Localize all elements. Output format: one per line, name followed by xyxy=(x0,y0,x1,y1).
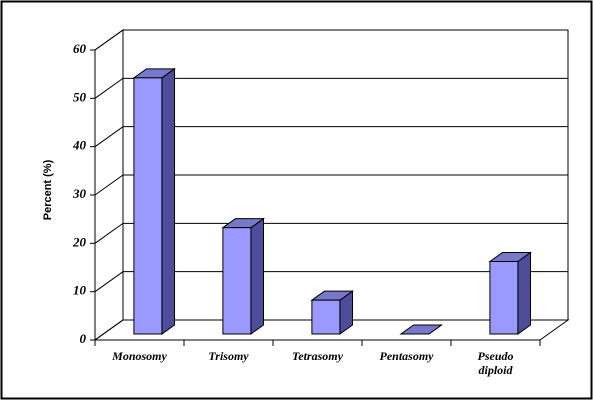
y-tick-label: 0 xyxy=(80,331,87,346)
grid-line xyxy=(94,77,568,99)
grid-line xyxy=(94,174,568,196)
y-tick-label: 50 xyxy=(73,89,87,104)
bar-top xyxy=(399,324,444,335)
grid-line xyxy=(94,319,568,341)
x-tick-label: Trisomy xyxy=(208,349,249,363)
y-tick-label: 20 xyxy=(72,234,87,249)
bar xyxy=(222,227,252,335)
y-tick-label: 40 xyxy=(72,138,87,153)
y-axis-label: Percent (%) xyxy=(42,159,54,220)
bar-side xyxy=(517,251,531,335)
grid-line xyxy=(94,29,568,51)
y-tick-label: 60 xyxy=(73,41,87,56)
x-tick-label: Tetrasomy xyxy=(292,349,343,363)
grid-line xyxy=(94,271,568,293)
grid-line xyxy=(94,222,568,244)
x-tick-label: Pseudo diploid xyxy=(477,349,514,377)
bar-side xyxy=(250,217,264,335)
bar-side xyxy=(161,67,175,335)
bar xyxy=(489,261,519,335)
grid-line xyxy=(94,126,568,148)
bar xyxy=(311,299,341,335)
x-tick-label: Monosomy xyxy=(112,349,167,363)
x-tick-label: Pentasomy xyxy=(379,349,434,363)
bar xyxy=(133,77,163,335)
y-tick-label: 10 xyxy=(73,283,87,298)
y-tick-label: 30 xyxy=(72,186,87,201)
